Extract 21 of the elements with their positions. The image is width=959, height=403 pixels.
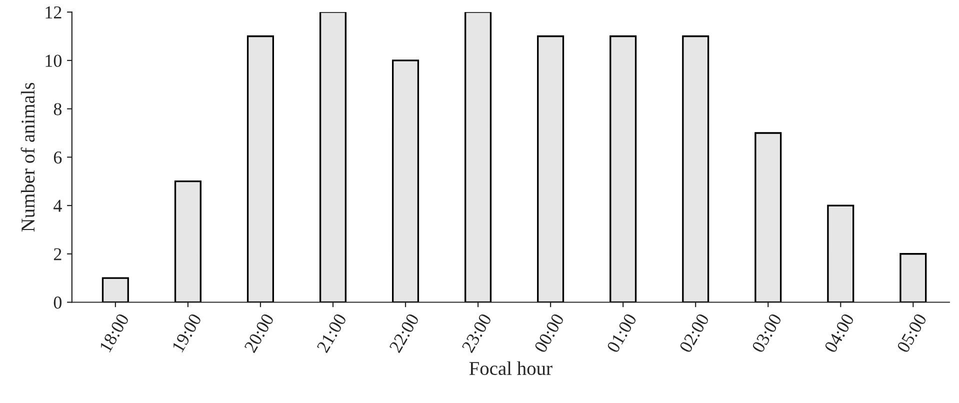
- bar: [900, 253, 927, 302]
- bar: [537, 35, 564, 302]
- bar: [102, 277, 129, 302]
- bar: [174, 180, 202, 302]
- bar: [246, 35, 274, 302]
- y-tick-label: 10: [46, 54, 62, 67]
- y-tick-label: 4: [54, 200, 62, 212]
- x-axis-title: Focal hour: [469, 361, 552, 376]
- bar: [610, 35, 637, 302]
- bar: [319, 12, 347, 302]
- y-axis-title: Number of animals: [20, 82, 35, 232]
- y-tick-label: 0: [54, 296, 62, 309]
- bar: [754, 132, 782, 302]
- y-tick-label: 6: [54, 151, 62, 164]
- bar: [682, 35, 710, 302]
- y-tick-label: 8: [54, 103, 62, 116]
- bar: [392, 60, 420, 302]
- y-tick-label: 12: [46, 6, 62, 18]
- y-tick-label: 2: [54, 248, 62, 260]
- bar: [827, 204, 854, 302]
- bar: [464, 12, 492, 302]
